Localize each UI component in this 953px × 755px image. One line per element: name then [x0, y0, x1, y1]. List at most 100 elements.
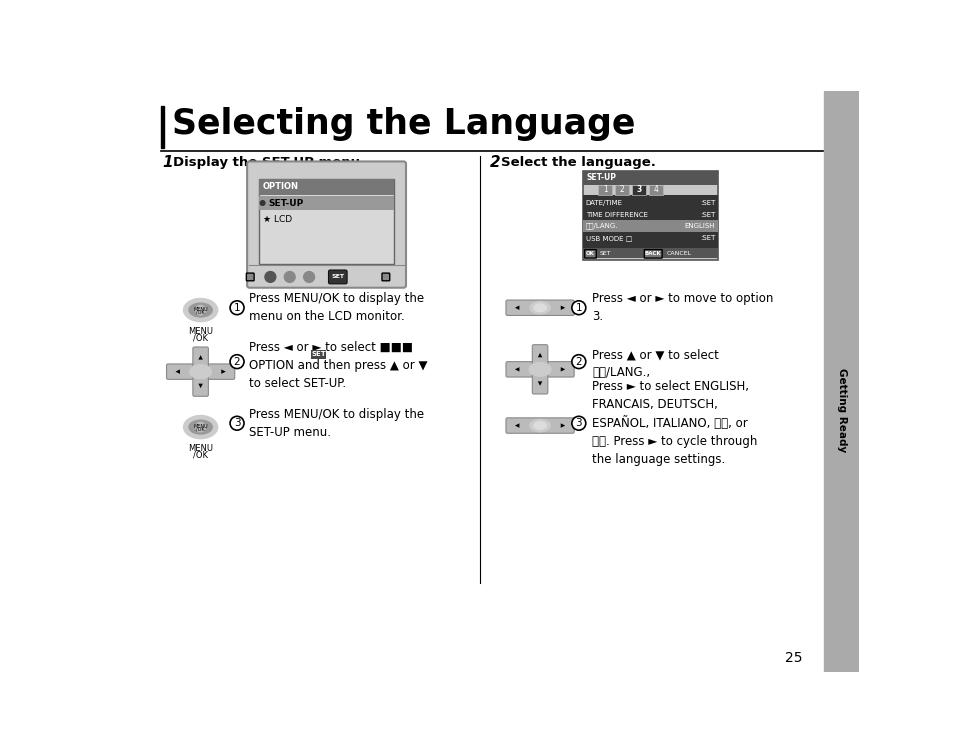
Text: OPTION: OPTION [262, 183, 298, 191]
FancyBboxPatch shape [505, 362, 574, 377]
FancyBboxPatch shape [381, 273, 390, 281]
Text: :SET: :SET [700, 235, 715, 241]
Ellipse shape [534, 422, 546, 430]
Bar [258, 179, 394, 263]
Ellipse shape [530, 419, 550, 432]
Text: 1: 1 [602, 185, 607, 194]
Bar [582, 195, 718, 258]
Text: 3: 3 [636, 185, 641, 194]
Bar [649, 184, 662, 195]
Text: MENU: MENU [193, 424, 208, 429]
Ellipse shape [530, 301, 550, 314]
Bar [582, 171, 718, 184]
Text: ENGLISH: ENGLISH [684, 223, 715, 229]
FancyBboxPatch shape [505, 418, 574, 433]
Text: /OK: /OK [196, 427, 205, 432]
Text: /OK: /OK [196, 310, 205, 315]
Circle shape [195, 306, 205, 315]
FancyBboxPatch shape [246, 273, 253, 281]
Text: Press ◄ or ► to move to option
3.: Press ◄ or ► to move to option 3. [592, 292, 773, 323]
Text: 2: 2 [489, 155, 499, 170]
Text: 25: 25 [784, 651, 801, 665]
Bar [823, 91, 858, 672]
Text: USB MODE □: USB MODE □ [585, 235, 632, 241]
Bar [582, 248, 718, 258]
Ellipse shape [189, 421, 212, 434]
Text: 2: 2 [233, 356, 240, 367]
Bar [615, 184, 629, 195]
FancyBboxPatch shape [505, 300, 574, 316]
Bar [258, 196, 394, 210]
Text: 2: 2 [619, 185, 624, 194]
Text: MENU: MENU [193, 307, 208, 312]
Text: Select the language.: Select the language. [500, 156, 655, 168]
Text: /OK: /OK [193, 450, 208, 459]
Ellipse shape [534, 304, 546, 312]
Circle shape [230, 355, 244, 368]
Bar [632, 184, 645, 195]
Text: SET: SET [311, 351, 326, 357]
Circle shape [284, 272, 294, 282]
FancyBboxPatch shape [532, 345, 547, 394]
Text: SET-UP: SET-UP [268, 199, 303, 208]
Bar [161, 106, 164, 148]
FancyBboxPatch shape [247, 162, 406, 288]
Text: 1: 1 [575, 303, 581, 313]
Text: Selecting the Language: Selecting the Language [172, 106, 635, 140]
Text: Getting Ready: Getting Ready [836, 368, 845, 452]
Text: DATE/TIME: DATE/TIME [585, 200, 622, 206]
Circle shape [230, 300, 244, 315]
FancyBboxPatch shape [193, 347, 208, 396]
Circle shape [571, 355, 585, 368]
Text: 3: 3 [575, 418, 581, 428]
Text: SET: SET [599, 251, 611, 256]
Text: TIME DIFFERENCE: TIME DIFFERENCE [585, 211, 647, 217]
Bar [598, 184, 612, 195]
Text: Press ► to select ENGLISH,
FRANCAIS, DEUTSCH,
ESPAÑOL, ITALIANO, 中文, or
한글. Pres: Press ► to select ENGLISH, FRANCAIS, DEU… [592, 380, 757, 467]
FancyBboxPatch shape [167, 364, 234, 379]
Circle shape [571, 300, 585, 315]
Text: SET: SET [331, 274, 344, 279]
Text: 2: 2 [575, 356, 581, 367]
Ellipse shape [183, 415, 217, 439]
Text: 1: 1 [162, 155, 173, 170]
Ellipse shape [531, 364, 548, 374]
Text: Display the SET-UP menu.: Display the SET-UP menu. [173, 156, 365, 168]
Text: CANCEL: CANCEL [666, 251, 691, 256]
Text: BACK: BACK [644, 251, 661, 256]
Text: Press MENU/OK to display the
menu on the LCD monitor.: Press MENU/OK to display the menu on the… [249, 292, 424, 323]
Text: OK: OK [585, 251, 595, 256]
Ellipse shape [190, 365, 212, 378]
FancyBboxPatch shape [328, 270, 347, 284]
Ellipse shape [183, 298, 217, 322]
Circle shape [230, 416, 244, 430]
Text: /OK: /OK [193, 333, 208, 342]
Text: :SET: :SET [700, 211, 715, 217]
FancyBboxPatch shape [311, 350, 326, 359]
Bar [258, 179, 394, 195]
Text: MENU: MENU [188, 444, 213, 453]
Circle shape [260, 201, 265, 205]
Text: 3: 3 [233, 418, 240, 428]
Text: ★ LCD: ★ LCD [262, 214, 292, 223]
Text: SET-UP: SET-UP [586, 174, 616, 183]
Text: Press ◄ or ► to select ■■■
OPTION and then press ▲ or ▼
to select SET-UP.: Press ◄ or ► to select ■■■ OPTION and th… [249, 341, 428, 390]
Circle shape [195, 423, 205, 432]
Circle shape [265, 272, 275, 282]
Circle shape [303, 272, 314, 282]
Ellipse shape [529, 362, 550, 376]
Text: 言語/LANG.: 言語/LANG. [585, 223, 618, 230]
Text: MENU: MENU [188, 327, 213, 336]
FancyBboxPatch shape [643, 250, 661, 258]
Text: 1: 1 [233, 303, 240, 313]
FancyBboxPatch shape [584, 250, 596, 258]
Ellipse shape [192, 366, 209, 377]
Text: Press ▲ or ▼ to select
言語/LANG.,: Press ▲ or ▼ to select 言語/LANG., [592, 349, 719, 380]
Bar [582, 171, 718, 260]
Ellipse shape [189, 303, 212, 317]
Bar [582, 220, 718, 232]
Text: :SET: :SET [700, 200, 715, 206]
Text: 4: 4 [653, 185, 659, 194]
Circle shape [571, 416, 585, 430]
Text: Press MENU/OK to display the
SET-UP menu.: Press MENU/OK to display the SET-UP menu… [249, 408, 424, 439]
